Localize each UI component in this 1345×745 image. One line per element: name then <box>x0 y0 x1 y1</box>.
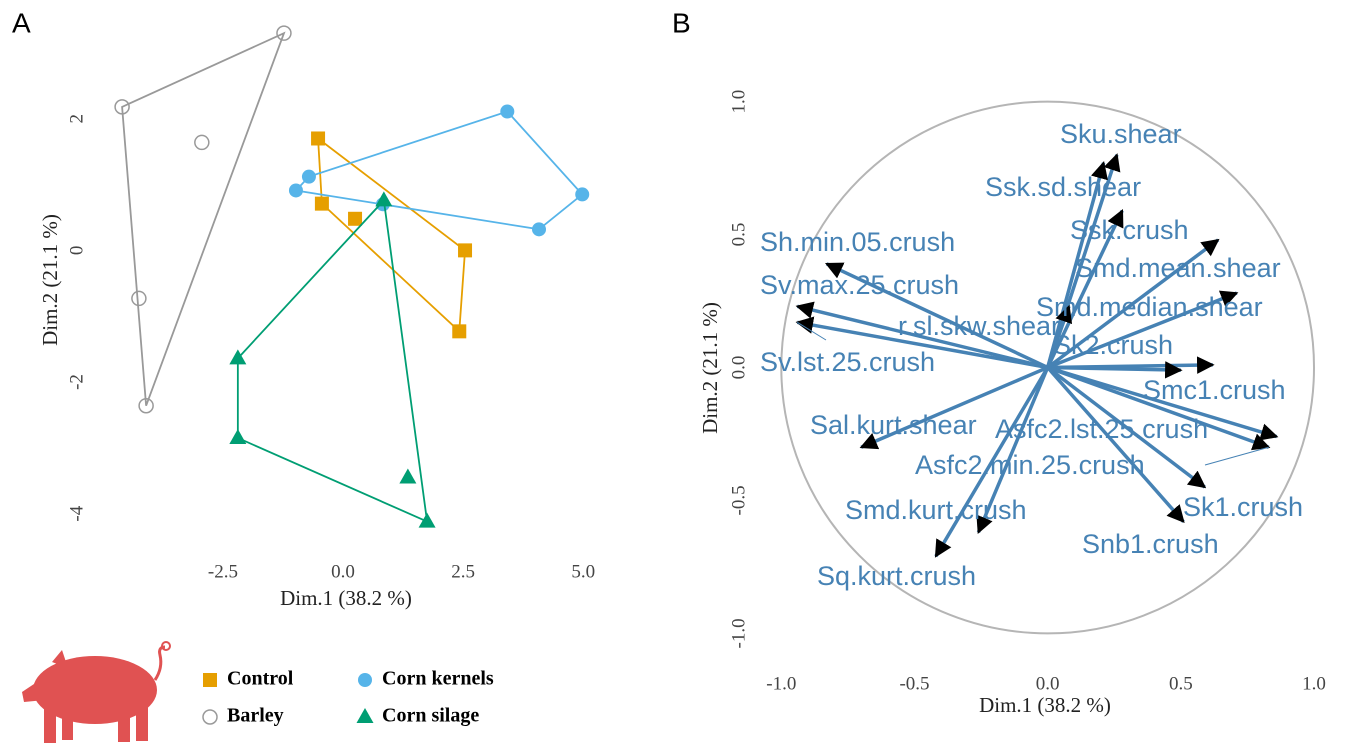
point <box>311 131 326 146</box>
point <box>301 169 316 184</box>
hull <box>317 136 466 334</box>
x-tick-label: -1.0 <box>766 673 796 694</box>
legend-label: Barley <box>227 705 284 727</box>
legend-swatch <box>358 673 372 687</box>
legend-label: Control <box>227 668 294 690</box>
arrow <box>1046 366 1185 524</box>
x-tick-label: -2.5 <box>208 561 238 582</box>
y-tick-label: 0.0 <box>728 356 749 380</box>
variable-label: Sv.max.25.crush <box>760 270 959 300</box>
point <box>131 290 147 307</box>
arrow <box>1046 366 1207 489</box>
point <box>575 187 590 202</box>
arrow <box>1046 209 1124 369</box>
legend-swatch <box>356 708 374 723</box>
legend-swatch <box>202 709 218 725</box>
point <box>138 397 154 414</box>
point <box>532 222 547 237</box>
variable-label: Snb1.crush <box>1082 529 1219 559</box>
arrow <box>795 301 1049 370</box>
point <box>458 243 473 258</box>
arrow <box>1047 365 1271 451</box>
variable-label: Sk1.crush <box>1183 492 1303 522</box>
leader-line <box>797 321 827 341</box>
variable-label: Ssk.crush <box>1070 215 1189 245</box>
x-tick-label: -0.5 <box>899 673 929 694</box>
y-tick-label: 0.5 <box>728 223 749 247</box>
variable-label: Sku.shear <box>1060 119 1182 149</box>
point <box>418 512 436 528</box>
variable-label: Sv.lst.25.crush <box>760 347 935 377</box>
arrow <box>1045 161 1108 368</box>
y-tick-label: -1.0 <box>728 618 749 648</box>
x-tick-label: 0.0 <box>331 561 355 582</box>
point <box>348 211 363 226</box>
variable-label: Sq.kurt.crush <box>817 561 976 591</box>
variable-label: Smd.kurt.crush <box>845 495 1027 525</box>
point <box>314 196 329 211</box>
x-tick-label: 1.0 <box>1302 673 1326 694</box>
variable-label: Sk2.crush <box>1053 330 1173 360</box>
hull <box>236 198 429 524</box>
hull <box>294 110 584 231</box>
arrow <box>1047 365 1279 441</box>
arrow <box>1047 361 1183 379</box>
arrow <box>1047 290 1239 370</box>
variable-label: Smc1.crush <box>1143 375 1286 405</box>
arrow <box>1046 238 1220 369</box>
y-tick-label: 0 <box>66 246 87 256</box>
correlation-circle <box>780 100 1316 635</box>
x-axis-label: Dim.1 (38.2 %) <box>979 693 1111 717</box>
y-tick-label: -0.5 <box>728 485 749 515</box>
arrow <box>859 365 1049 450</box>
legend-label: Corn silage <box>382 705 479 727</box>
y-tick-label: -2 <box>66 374 87 390</box>
hull <box>121 31 286 407</box>
point <box>276 25 292 41</box>
variable-label: Asfc2.min.25.crush <box>915 450 1145 480</box>
x-tick-label: 5.0 <box>571 561 595 582</box>
arrow <box>1046 304 1073 369</box>
x-tick-label: 0.0 <box>1036 673 1060 694</box>
panel-label: A <box>12 7 31 38</box>
arrow <box>934 366 1050 558</box>
legend-label: Corn kernels <box>382 668 494 690</box>
x-tick-label: 2.5 <box>451 561 475 582</box>
point <box>194 134 210 151</box>
y-tick-label: 2 <box>66 114 87 124</box>
variable-label: Smd.median.shear <box>1036 292 1263 322</box>
y-axis-label: Dim.2 (21.1 %) <box>38 214 62 346</box>
point <box>375 191 393 207</box>
variable-label: Asfc2.lst.25.crush <box>995 414 1208 444</box>
point <box>399 468 417 484</box>
legend-swatch <box>203 673 217 687</box>
x-axis-label: Dim.1 (38.2 %) <box>280 586 412 610</box>
point <box>229 428 247 444</box>
point <box>500 104 515 119</box>
variable-label: r.sl.skw.shear <box>898 311 1060 341</box>
y-tick-label: 1.0 <box>728 90 749 114</box>
point <box>114 99 130 115</box>
variable-label: Sal.kurt.shear <box>810 410 977 440</box>
variable-label: Ssk.sd.shear <box>985 172 1141 202</box>
point <box>452 324 467 339</box>
point <box>229 349 247 365</box>
x-tick-label: 0.5 <box>1169 673 1193 694</box>
arrow <box>825 262 1049 370</box>
arrow <box>795 316 1048 370</box>
variable-label: Sh.min.05.crush <box>760 227 955 257</box>
y-axis-label: Dim.2 (21.1 %) <box>698 302 722 434</box>
variable-label: Smd.mean.shear <box>1075 253 1281 283</box>
point <box>288 183 303 198</box>
panel-label: B <box>672 7 691 38</box>
arrow <box>976 366 1050 534</box>
pig-icon <box>22 641 171 743</box>
y-tick-label: -4 <box>66 505 87 521</box>
leader-line <box>1204 446 1269 466</box>
